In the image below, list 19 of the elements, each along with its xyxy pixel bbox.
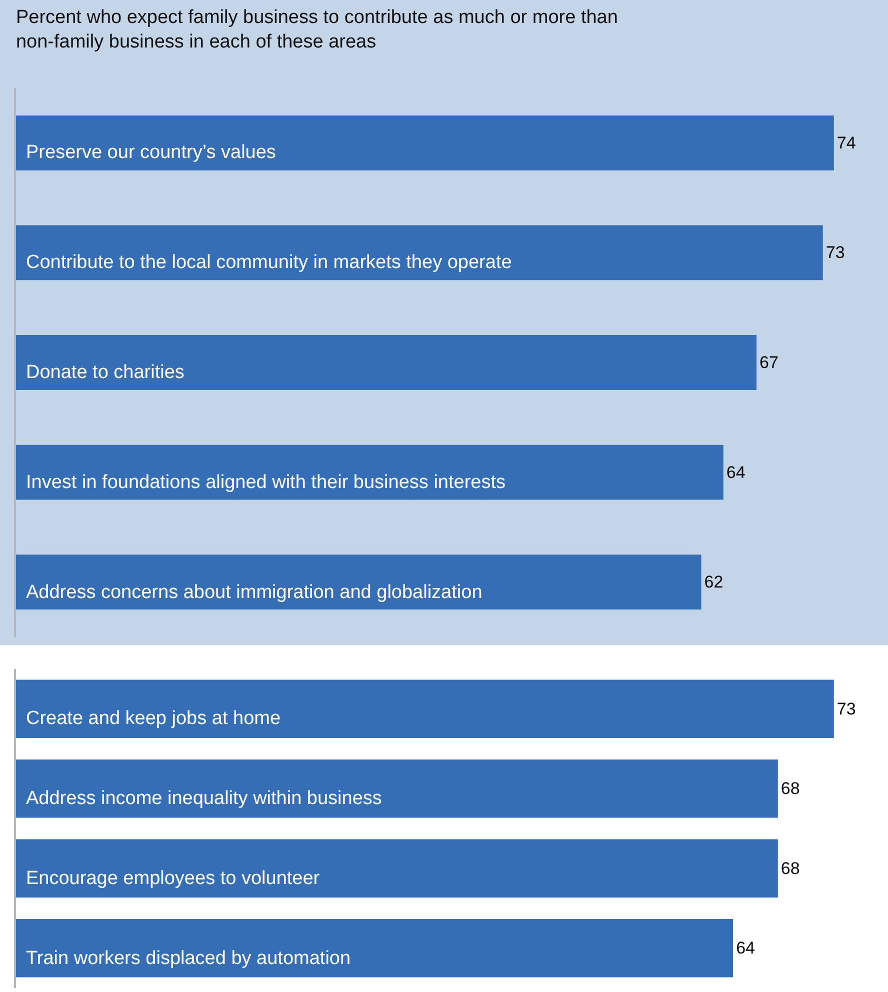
data-label: 73 bbox=[826, 243, 845, 262]
data-label: 73 bbox=[836, 699, 856, 718]
y-tick-label: Preserve our country’s values bbox=[26, 142, 276, 163]
y-tick-label: Create and keep jobs at home bbox=[26, 708, 281, 729]
data-label: 68 bbox=[780, 779, 800, 798]
y-tick-label: Invest in foundations aligned with their business interests bbox=[26, 472, 506, 493]
data-label: 64 bbox=[726, 462, 746, 482]
y-tick-label: Contribute to the local community in markets they operate bbox=[26, 252, 512, 273]
chart-title: Percent who expect family business to contribute as much or more than non-family business in each of these areas bbox=[16, 6, 618, 52]
y-tick-label: Address concerns about immigration and globalization bbox=[26, 582, 482, 603]
data-label: 74 bbox=[836, 133, 856, 152]
data-label: 64 bbox=[736, 938, 755, 958]
data-label: 68 bbox=[780, 858, 800, 878]
y-tick-label: Donate to charities bbox=[26, 362, 184, 383]
data-label: 62 bbox=[704, 572, 724, 592]
data-label: 67 bbox=[760, 353, 778, 372]
y-tick-label: Train workers displaced by automation bbox=[26, 948, 351, 969]
y-tick-label: Address income inequality within business bbox=[26, 788, 382, 809]
y-tick-label: Encourage employees to volunteer bbox=[26, 868, 320, 889]
